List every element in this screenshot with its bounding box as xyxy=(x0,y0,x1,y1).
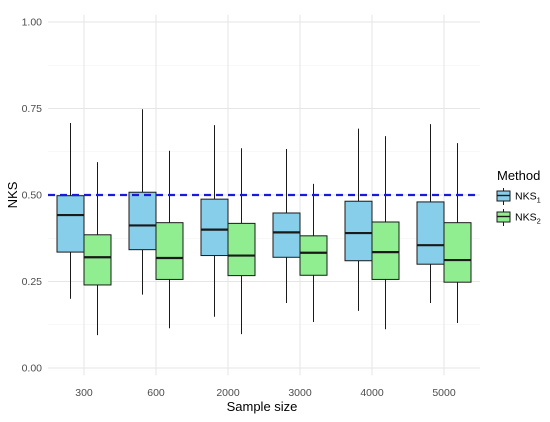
box xyxy=(443,222,472,283)
box xyxy=(371,221,400,280)
box xyxy=(416,201,445,265)
box xyxy=(83,234,112,286)
box xyxy=(272,212,301,258)
legend-label: NKS2 xyxy=(515,212,541,226)
x-axis-title: Sample size xyxy=(227,399,298,414)
y-tick-label: 0.50 xyxy=(22,190,43,202)
x-tick-label: 4000 xyxy=(360,387,384,399)
y-tick-label: 0.75 xyxy=(22,103,43,115)
box xyxy=(56,195,85,253)
box xyxy=(200,198,229,257)
box xyxy=(155,222,184,280)
x-tick-label: 3000 xyxy=(288,387,312,399)
box xyxy=(227,222,256,277)
box xyxy=(344,200,373,262)
y-tick-label: 0.00 xyxy=(22,363,43,375)
box xyxy=(128,191,157,251)
legend-label-base: NKS xyxy=(515,212,537,224)
y-tick-label: 1.00 xyxy=(22,17,43,29)
legend-label: NKS1 xyxy=(515,191,541,205)
legend-label-base: NKS xyxy=(515,191,537,203)
y-tick-label: 0.25 xyxy=(22,276,43,288)
plot-layer xyxy=(48,109,480,336)
legend-title: Method xyxy=(497,168,540,183)
x-tick-label: 5000 xyxy=(432,387,456,399)
y-axis-title: NKS xyxy=(5,181,20,208)
x-tick-label: 600 xyxy=(147,387,165,399)
legend-label-subscript: 2 xyxy=(537,217,541,226)
box xyxy=(299,235,328,276)
axis-layer: 0.00 0.25 0.50 0.75 1.00 300 600 2000 3000 4000 50… xyxy=(22,17,456,400)
x-tick-label: 2000 xyxy=(216,387,240,399)
legend-label-subscript: 1 xyxy=(537,196,541,205)
x-tick-label: 300 xyxy=(75,387,93,399)
